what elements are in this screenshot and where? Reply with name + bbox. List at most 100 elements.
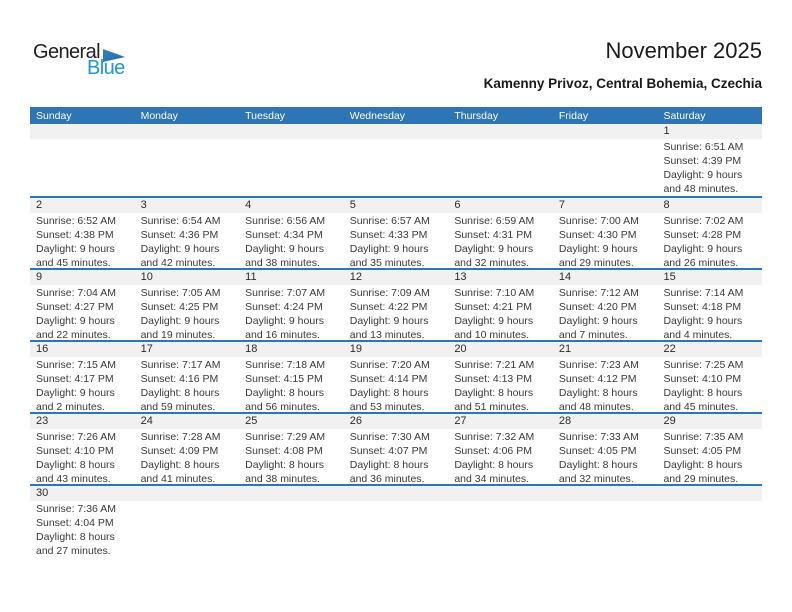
detail-line: Sunset: 4:33 PM — [349, 228, 428, 241]
detail-line: Sunset: 4:15 PM — [245, 372, 323, 385]
detail-line: Daylight: 9 hours — [663, 168, 743, 181]
detail-line: and 35 minutes. — [349, 256, 425, 268]
detail-line: Daylight: 8 hours — [454, 386, 534, 399]
detail-line: Daylight: 9 hours — [558, 242, 638, 255]
day-number: 21 — [558, 343, 572, 355]
detail-line: Sunrise: 7:07 AM — [245, 287, 326, 299]
detail-line: Sunset: 4:30 PM — [558, 228, 637, 241]
day-number: 6 — [454, 199, 461, 211]
detail-line: and 4 minutes. — [663, 328, 733, 340]
detail-line: and 32 minutes. — [454, 256, 530, 268]
detail-line: and 10 minutes. — [454, 328, 530, 340]
detail-line: Sunrise: 6:57 AM — [349, 215, 430, 227]
day-cell-details: Sunrise: 6:52 AM Sunset: 4:38 PM Daylight:… — [30, 213, 135, 268]
day-number-band: 9 10 11 12 13 14 15 — [30, 270, 762, 285]
week-row: 30 Sunrise: 7:36 AM Sunset: 4:04 PM Dayligh… — [30, 484, 762, 556]
detail-line: Daylight: 8 hours — [36, 458, 115, 471]
day-number: 8 — [663, 199, 670, 211]
day-number: 2 — [36, 199, 43, 211]
day-cell-details: Sunrise: 7:32 AM Sunset: 4:06 PM Daylight:… — [448, 429, 553, 484]
detail-line: Daylight: 9 hours — [245, 242, 324, 255]
calendar-table: Sunday Monday Tuesday Wednesday Thursday Frid… — [30, 107, 762, 556]
day-number: 22 — [663, 343, 676, 355]
detail-line: Daylight: 9 hours — [663, 314, 743, 327]
day-cell-empty — [448, 139, 553, 196]
day-cell-details: Sunrise: 7:14 AM Sunset: 4:18 PM Daylight:… — [657, 285, 762, 340]
detail-line: Sunset: 4:04 PM — [36, 516, 114, 529]
day-number: 9 — [36, 271, 43, 283]
day-cell-details: Sunrise: 7:23 AM Sunset: 4:12 PM Daylight:… — [553, 357, 658, 412]
detail-line: Sunrise: 7:29 AM — [245, 431, 326, 443]
day-number-empty — [239, 486, 344, 501]
day-cell-empty — [239, 139, 344, 196]
detail-line: Sunset: 4:09 PM — [140, 444, 219, 457]
detail-line: and 22 minutes. — [36, 328, 111, 340]
day-number: 30 — [36, 487, 49, 499]
detail-line: Sunset: 4:20 PM — [558, 300, 637, 313]
day-details-row: Sunrise: 7:26 AM Sunset: 4:10 PM Daylight:… — [30, 429, 762, 484]
detail-line: and 45 minutes. — [663, 400, 739, 412]
detail-line: Daylight: 8 hours — [36, 530, 115, 543]
day-details-row: Sunrise: 6:52 AM Sunset: 4:38 PM Daylight:… — [30, 213, 762, 268]
day-number: 3 — [140, 199, 147, 211]
day-number: 14 — [558, 271, 572, 283]
detail-line: Daylight: 9 hours — [349, 314, 429, 327]
day-number: 11 — [245, 271, 257, 283]
day-number-band: 2 3 4 5 6 7 8 — [30, 198, 762, 213]
day-number: 26 — [349, 415, 362, 427]
day-number-band: 23 24 25 26 27 28 29 — [30, 414, 762, 429]
weekday-header-wednesday: Wednesday — [349, 109, 405, 122]
day-number: 24 — [140, 415, 153, 427]
detail-line: Sunset: 4:34 PM — [245, 228, 323, 241]
day-number-empty — [344, 124, 449, 139]
detail-line: and 29 minutes. — [558, 256, 634, 268]
detail-line: Sunrise: 7:14 AM — [663, 287, 744, 299]
detail-line: Sunset: 4:18 PM — [663, 300, 742, 313]
detail-line: Sunset: 4:39 PM — [663, 154, 742, 167]
day-cell-details: Sunrise: 7:15 AM Sunset: 4:17 PM Daylight:… — [30, 357, 135, 412]
detail-line: Daylight: 8 hours — [663, 386, 743, 399]
detail-line: and 56 minutes. — [245, 400, 320, 412]
detail-line: Sunset: 4:38 PM — [36, 228, 114, 241]
detail-line: Sunset: 4:21 PM — [454, 300, 532, 313]
detail-line: Daylight: 8 hours — [349, 458, 429, 471]
day-cell-details: Sunrise: 6:51 AM Sunset: 4:39 PM Daylight:… — [657, 139, 762, 196]
detail-line: and 7 minutes. — [558, 328, 628, 340]
detail-line: Sunrise: 7:15 AM — [36, 359, 116, 371]
detail-line: Daylight: 8 hours — [349, 386, 429, 399]
detail-line: Sunrise: 7:33 AM — [558, 431, 639, 443]
detail-line: Sunset: 4:08 PM — [245, 444, 323, 457]
detail-line: Daylight: 8 hours — [245, 386, 324, 399]
detail-line: Sunset: 4:06 PM — [454, 444, 532, 457]
day-cell-empty — [135, 501, 240, 556]
detail-line: Daylight: 9 hours — [663, 242, 743, 255]
weekday-header-saturday: Saturday — [663, 109, 706, 122]
detail-line: and 41 minutes. — [140, 472, 216, 484]
detail-line: and 34 minutes. — [454, 472, 530, 484]
day-number: 1 — [663, 125, 670, 137]
detail-line: Sunset: 4:22 PM — [349, 300, 428, 313]
detail-line: Sunset: 4:24 PM — [245, 300, 323, 313]
day-details-row: Sunrise: 7:36 AM Sunset: 4:04 PM Daylight:… — [30, 501, 762, 556]
detail-line: and 27 minutes. — [36, 544, 111, 556]
detail-line: Daylight: 9 hours — [140, 242, 220, 255]
day-cell-empty — [553, 139, 658, 196]
logo-text-blue: Blue — [87, 57, 125, 79]
detail-line: Sunrise: 7:32 AM — [454, 431, 535, 443]
day-number: 13 — [454, 271, 467, 283]
detail-line: Sunrise: 6:56 AM — [245, 215, 326, 227]
day-cell-details: Sunrise: 7:07 AM Sunset: 4:24 PM Daylight:… — [239, 285, 344, 340]
day-number: 20 — [454, 343, 467, 355]
location-subtitle: Kamenny Privoz, Central Bohemia, Czechia — [483, 76, 762, 91]
day-number-empty — [135, 486, 240, 501]
weekday-header-monday: Monday — [140, 109, 178, 122]
detail-line: and 13 minutes. — [349, 328, 425, 340]
weekday-header-sunday: Sunday — [36, 109, 72, 122]
detail-line: and 42 minutes. — [140, 256, 216, 268]
day-cell-empty — [135, 139, 240, 196]
day-number-empty — [448, 124, 553, 139]
detail-line: Sunset: 4:05 PM — [558, 444, 637, 457]
detail-line: Sunset: 4:10 PM — [663, 372, 742, 385]
detail-line: Sunrise: 7:28 AM — [140, 431, 221, 443]
